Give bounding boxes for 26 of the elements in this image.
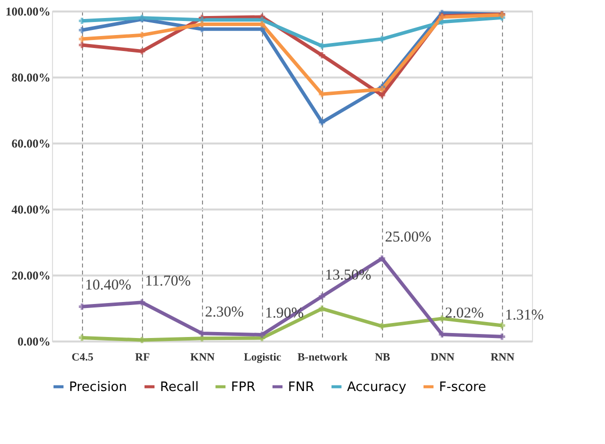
x-tick-label: C4.5 bbox=[72, 352, 94, 364]
legend-label: Recall bbox=[160, 380, 199, 395]
legend-label: Accuracy bbox=[347, 380, 407, 395]
data-label: 2.02% bbox=[445, 305, 484, 322]
x-tick-label: RF bbox=[135, 352, 150, 364]
y-tick-label: 100.00% bbox=[6, 4, 50, 18]
data-label: 11.70% bbox=[145, 273, 191, 290]
legend-label: FPR bbox=[231, 380, 256, 395]
y-tick-label: 60.00% bbox=[12, 136, 50, 150]
y-tick-label: 0.00% bbox=[18, 334, 50, 348]
y-tick-label: 40.00% bbox=[12, 202, 50, 216]
data-label: 2.30% bbox=[205, 304, 244, 320]
legend-label: F-score bbox=[439, 380, 486, 395]
data-label: 25.00% bbox=[385, 230, 432, 246]
y-tick-label: 20.00% bbox=[12, 268, 50, 282]
legend-label: Precision bbox=[69, 380, 128, 395]
legend-label: FNR bbox=[288, 380, 314, 395]
x-tick-label: NB bbox=[374, 352, 391, 364]
x-tick-label: Logistic bbox=[244, 352, 282, 364]
x-tick-label: B-network bbox=[297, 352, 348, 364]
y-tick-label: 80.00% bbox=[12, 70, 50, 84]
data-label: 1.31% bbox=[505, 308, 544, 324]
x-tick-label: RNN bbox=[490, 352, 514, 364]
data-label: 10.40% bbox=[85, 278, 132, 294]
x-tick-label: KNN bbox=[190, 352, 215, 364]
x-tick-label: DNN bbox=[430, 352, 454, 364]
